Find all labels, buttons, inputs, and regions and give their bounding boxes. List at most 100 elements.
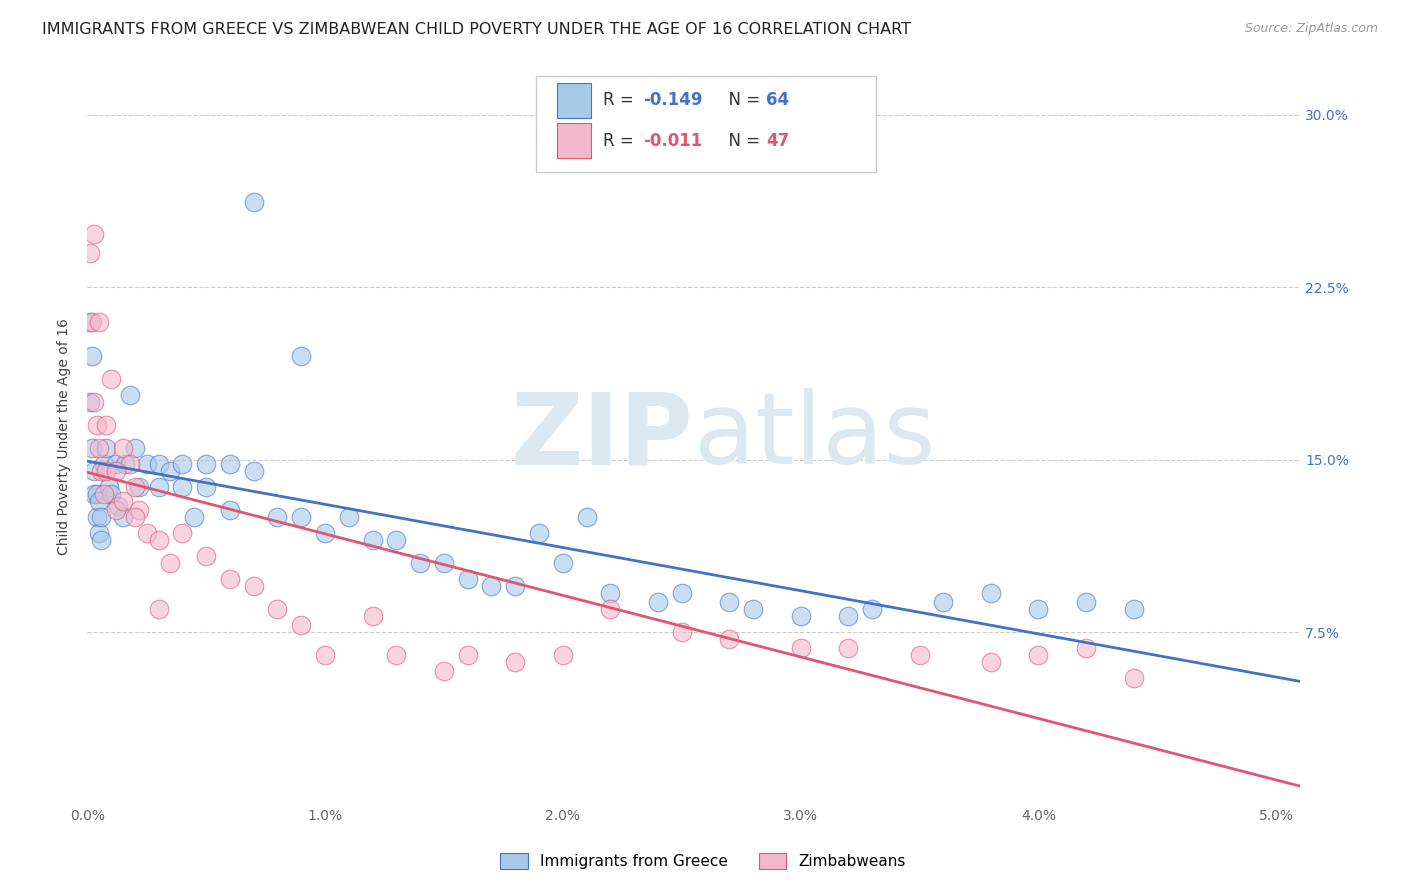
Text: N =: N = xyxy=(718,91,765,109)
Point xyxy=(97,480,120,494)
Text: IMMIGRANTS FROM GREECE VS ZIMBABWEAN CHILD POVERTY UNDER THE AGE OF 16 CORRELATI: IMMIGRANTS FROM GREECE VS ZIMBABWEAN CHI… xyxy=(42,22,911,37)
Point xyxy=(433,556,456,570)
Point xyxy=(503,579,526,593)
Point xyxy=(104,464,127,478)
Point xyxy=(671,625,693,640)
Point xyxy=(789,609,811,624)
Point xyxy=(128,503,150,517)
Point xyxy=(79,314,101,328)
Point xyxy=(742,602,765,616)
Point xyxy=(90,464,112,478)
FancyBboxPatch shape xyxy=(557,82,591,118)
Point xyxy=(481,579,503,593)
Point xyxy=(183,510,205,524)
Point xyxy=(218,572,240,586)
Point xyxy=(96,418,118,433)
Point xyxy=(118,457,141,471)
Point xyxy=(80,314,103,328)
Point xyxy=(718,632,741,646)
Point xyxy=(104,457,127,471)
Point xyxy=(1074,641,1097,656)
Point xyxy=(90,510,112,524)
Point xyxy=(503,655,526,669)
Point xyxy=(100,372,122,386)
Point xyxy=(111,510,134,524)
Point xyxy=(87,494,110,508)
Point xyxy=(79,245,101,260)
Point xyxy=(111,441,134,455)
Text: Source: ZipAtlas.com: Source: ZipAtlas.com xyxy=(1244,22,1378,36)
Point xyxy=(218,457,240,471)
Point xyxy=(789,641,811,656)
Point xyxy=(457,572,479,586)
Point xyxy=(457,648,479,662)
Text: R =: R = xyxy=(603,132,638,150)
Point xyxy=(290,349,312,363)
Point xyxy=(218,503,240,517)
Point xyxy=(575,510,598,524)
Point xyxy=(195,457,218,471)
Point xyxy=(104,503,127,517)
Point xyxy=(1122,602,1144,616)
Point xyxy=(266,602,288,616)
Point xyxy=(83,227,105,241)
Point xyxy=(551,556,574,570)
Point xyxy=(148,533,170,547)
Point xyxy=(148,480,170,494)
Text: R =: R = xyxy=(603,91,638,109)
Point xyxy=(647,595,669,609)
Point xyxy=(385,648,408,662)
Point xyxy=(1122,671,1144,685)
Legend: Immigrants from Greece, Zimbabweans: Immigrants from Greece, Zimbabweans xyxy=(495,847,911,875)
Point xyxy=(266,510,288,524)
Point xyxy=(83,487,105,501)
Point xyxy=(1074,595,1097,609)
Point xyxy=(433,664,456,678)
Text: -0.149: -0.149 xyxy=(643,91,702,109)
FancyBboxPatch shape xyxy=(557,123,591,158)
Point xyxy=(242,579,264,593)
Point xyxy=(86,418,108,433)
Point xyxy=(932,595,955,609)
Point xyxy=(242,194,264,209)
Point xyxy=(314,526,336,541)
Point xyxy=(107,499,129,513)
Point xyxy=(87,526,110,541)
Point xyxy=(361,533,384,547)
Point xyxy=(96,464,118,478)
Point xyxy=(361,609,384,624)
Point xyxy=(980,586,1002,600)
Point xyxy=(159,464,181,478)
Point xyxy=(148,457,170,471)
Point xyxy=(1028,648,1050,662)
Point xyxy=(290,618,312,632)
Point xyxy=(118,388,141,402)
Point xyxy=(79,395,101,409)
Point xyxy=(124,480,146,494)
Point xyxy=(93,457,115,471)
FancyBboxPatch shape xyxy=(536,76,876,171)
Point xyxy=(242,464,264,478)
Point xyxy=(80,441,103,455)
Point xyxy=(172,526,194,541)
Point xyxy=(87,441,110,455)
Point xyxy=(111,494,134,508)
Point xyxy=(290,510,312,524)
Point xyxy=(124,510,146,524)
Point xyxy=(83,395,105,409)
Point xyxy=(599,602,621,616)
Point xyxy=(96,441,118,455)
Text: atlas: atlas xyxy=(693,388,935,485)
Point xyxy=(124,441,146,455)
Point xyxy=(908,648,931,662)
Point xyxy=(86,487,108,501)
Point xyxy=(980,655,1002,669)
Point xyxy=(86,510,108,524)
Text: ZIP: ZIP xyxy=(510,388,693,485)
Text: N =: N = xyxy=(718,132,765,150)
Point xyxy=(195,480,218,494)
Point xyxy=(385,533,408,547)
Y-axis label: Child Poverty Under the Age of 16: Child Poverty Under the Age of 16 xyxy=(58,318,72,555)
Point xyxy=(135,526,157,541)
Text: 47: 47 xyxy=(766,132,790,150)
